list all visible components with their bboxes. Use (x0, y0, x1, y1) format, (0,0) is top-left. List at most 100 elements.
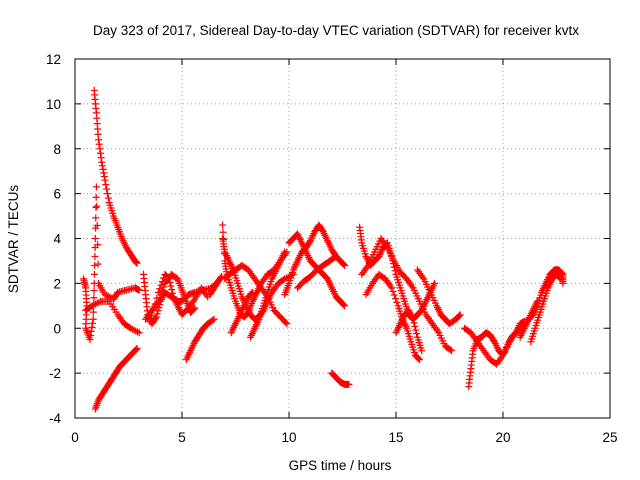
series-arc-1 (90, 86, 141, 267)
data-point (94, 241, 102, 249)
data-point (191, 304, 199, 312)
data-point (332, 252, 340, 260)
series-arc-17 (294, 252, 340, 292)
x-tick-label: 5 (178, 430, 186, 445)
data-point (92, 204, 100, 212)
data-point (557, 275, 565, 283)
data-point (166, 278, 174, 286)
y-tick-labels: -4 -2 0 2 4 6 8 10 12 (46, 52, 62, 426)
y-tick-label: 0 (53, 321, 61, 336)
data-point (98, 162, 106, 170)
y-tick-label: 8 (53, 142, 61, 157)
data-point (91, 235, 99, 242)
series-arc-22 (413, 266, 464, 328)
y-tick-label: -2 (49, 366, 61, 381)
chart-title: Day 323 of 2017, Sidereal Day-to-day VTE… (93, 23, 579, 38)
data-point (556, 274, 564, 282)
y-axis-label: SDTVAR / TECUs (6, 185, 21, 294)
data-point (390, 291, 398, 299)
data-point (220, 235, 228, 243)
data-point (220, 243, 228, 251)
data-point (415, 355, 423, 363)
data-point (104, 190, 112, 198)
series-arc-4 (82, 297, 143, 337)
data-point (154, 307, 162, 315)
data-point (92, 214, 100, 222)
data-point (95, 136, 103, 144)
data-point (153, 294, 161, 302)
data-point (90, 270, 98, 278)
series-arc-13 (227, 288, 257, 337)
data-point (86, 335, 94, 343)
data-point (95, 140, 103, 148)
data-point (446, 346, 454, 354)
data-point (389, 287, 397, 295)
data-point (168, 286, 176, 294)
series-arc-20 (358, 235, 456, 355)
data-point (151, 300, 159, 308)
data-point (249, 288, 257, 296)
data-point (282, 318, 290, 326)
x-tick-label: 0 (71, 430, 79, 445)
data-point (448, 347, 456, 355)
data-point (102, 181, 110, 189)
data-point (388, 284, 396, 292)
data-point (248, 289, 256, 297)
data-point (412, 326, 420, 334)
data-point (243, 309, 251, 317)
data-points (80, 86, 567, 413)
data-point (87, 327, 95, 335)
data-point (164, 274, 172, 282)
data-point (340, 301, 348, 309)
data-point (149, 306, 157, 314)
data-point (135, 286, 143, 294)
series-arc-23 (392, 306, 426, 355)
data-point (281, 248, 289, 256)
y-tick-label: -4 (49, 411, 61, 426)
data-point (345, 380, 353, 388)
data-point (165, 275, 173, 283)
data-point (331, 253, 339, 261)
y-tick-label: 4 (53, 232, 61, 247)
data-point (418, 347, 426, 355)
data-point (490, 336, 498, 344)
data-point (98, 158, 106, 166)
data-point (283, 320, 291, 328)
data-point (90, 287, 98, 295)
data-point (341, 261, 349, 269)
data-point (92, 193, 100, 201)
data-point (341, 302, 349, 310)
x-tick-label: 25 (602, 430, 617, 445)
data-point (87, 331, 95, 339)
data-point (133, 344, 141, 352)
data-point (167, 282, 175, 290)
series-arc-14 (246, 248, 289, 341)
data-point (392, 295, 400, 303)
data-point (89, 319, 97, 327)
data-point (190, 305, 198, 313)
data-point (410, 319, 418, 327)
axis-ticks (74, 58, 611, 419)
data-point (153, 310, 161, 318)
data-point (306, 238, 314, 246)
y-tick-label: 10 (46, 97, 61, 112)
data-point (409, 315, 417, 323)
data-point (318, 226, 326, 234)
data-point (97, 154, 105, 162)
data-point (219, 228, 227, 236)
data-point (220, 250, 228, 258)
data-point (132, 345, 140, 353)
data-point (99, 165, 107, 173)
data-point (91, 252, 99, 260)
series-arc-2 (91, 344, 141, 413)
data-point (90, 294, 98, 302)
data-point (91, 261, 99, 269)
data-point (100, 169, 108, 177)
data-point (340, 261, 348, 269)
data-point (135, 329, 143, 337)
data-point (416, 356, 424, 364)
data-point (96, 145, 104, 153)
data-point (89, 308, 97, 316)
x-tick-labels: 0 5 10 15 20 25 (71, 430, 617, 445)
